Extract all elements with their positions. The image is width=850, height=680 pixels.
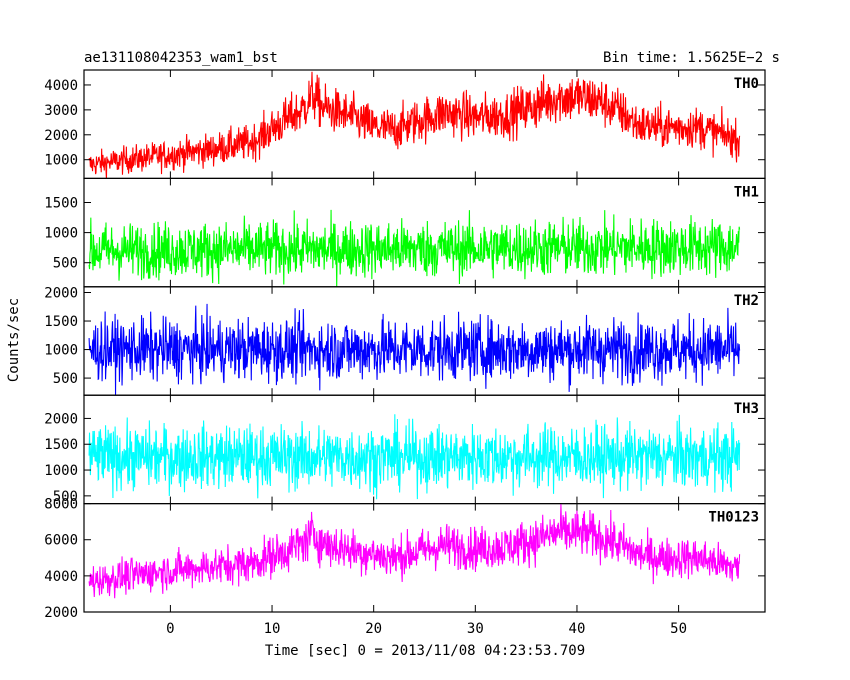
x-tick-label: 30 — [467, 621, 484, 637]
y-tick-label: 2000 — [44, 411, 78, 427]
y-tick-label: 4000 — [44, 78, 78, 94]
y-axis-title: Counts/sec — [6, 298, 22, 382]
y-tick-label: 1500 — [44, 437, 78, 453]
y-tick-label: 8000 — [44, 497, 78, 513]
observation-title: ae131108042353_wam1_bst — [84, 50, 278, 66]
x-tick-label: 50 — [670, 621, 687, 637]
y-tick-label: 3000 — [44, 103, 78, 119]
panel-frame — [83, 69, 766, 180]
series-label-th2: TH2 — [734, 293, 759, 309]
y-tick-label: 6000 — [44, 533, 78, 549]
x-tick-label: 0 — [166, 621, 174, 637]
x-axis-title: Time [sec] 0 = 2013/11/08 04:23:53.709 — [265, 643, 585, 659]
y-tick-label: 1000 — [44, 343, 78, 359]
series-line-th2 — [88, 303, 741, 396]
panel-frame — [83, 503, 766, 613]
panel-th3: 500 1000 1500 2000 TH3 — [44, 394, 766, 505]
y-tick-label: 2000 — [44, 605, 78, 621]
panel-stack: 1000 2000 3000 4000 TH0 500 1000 1500 TH1 500 1000… — [44, 69, 766, 621]
series-label-th3: TH3 — [734, 401, 759, 417]
y-tick-label: 500 — [53, 489, 78, 505]
y-tick-label: 500 — [53, 371, 78, 387]
y-tick-label: 1000 — [44, 226, 78, 242]
y-tick-label: 2000 — [44, 286, 78, 302]
x-tick-label: 20 — [365, 621, 382, 637]
x-tick-label: 40 — [569, 621, 586, 637]
y-tick-label: 1000 — [44, 463, 78, 479]
panel-th0: 1000 2000 3000 4000 TH0 — [44, 69, 766, 180]
y-tick-label: 1500 — [44, 314, 78, 330]
series-label-th1: TH1 — [734, 184, 759, 200]
x-tick-label: 10 — [264, 621, 281, 637]
y-tick-label: 500 — [53, 256, 78, 272]
x-axis: 0 10 20 30 40 50 — [166, 621, 687, 637]
y-tick-label: 1000 — [44, 153, 78, 169]
panel-th2: 500 1000 1500 2000 TH2 — [44, 286, 766, 396]
panel-th1: 500 1000 1500 TH1 — [44, 177, 766, 288]
series-line-th0 — [88, 71, 741, 179]
bin-time-label: Bin time: 1.5625E−2 s — [603, 50, 780, 66]
series-line-th1 — [88, 209, 741, 287]
y-tick-label: 1500 — [44, 195, 78, 211]
series-label-th0123: TH0123 — [708, 510, 759, 526]
panel-th0123: 2000 4000 6000 8000 TH0123 — [44, 497, 766, 621]
series-line-th0123 — [88, 504, 741, 599]
series-line-th3 — [88, 414, 741, 500]
y-tick-label: 4000 — [44, 569, 78, 585]
series-label-th0: TH0 — [734, 76, 759, 92]
y-tick-label: 2000 — [44, 128, 78, 144]
